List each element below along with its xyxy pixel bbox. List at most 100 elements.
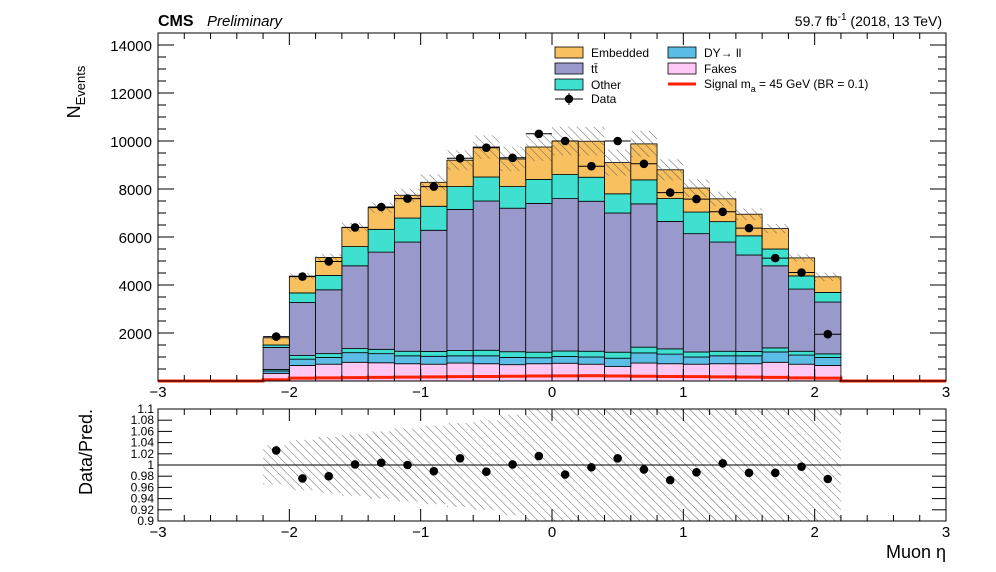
stack-bar-dy-1-10	[525, 357, 553, 365]
ratio-point-11	[560, 470, 570, 479]
data-point-10	[534, 129, 544, 139]
legend-swatch-ttbar	[554, 62, 584, 75]
ratio-point-19	[770, 468, 780, 478]
stack-bar-dy-1-21	[814, 357, 842, 366]
uncertainty-bin-14	[630, 130, 658, 157]
stack-bar-ttbar-3-4	[367, 251, 395, 350]
stack-bar-other-4-20	[788, 275, 816, 290]
stack-bar-other-4-3	[341, 246, 369, 267]
data-point-20	[797, 268, 806, 277]
ratio-point-20	[797, 462, 806, 471]
status-label: Preliminary	[207, 13, 284, 30]
stack-bar-other-2-1	[288, 355, 317, 360]
stack-bar-other-2-19	[761, 347, 789, 353]
stack-bar-dy-1-8	[472, 355, 500, 365]
ratio-point-4	[376, 458, 386, 468]
stack-bar-other-2-6	[420, 351, 448, 357]
stack-bar-dy-1-5	[393, 355, 422, 365]
stack-bar-other-2-3	[341, 348, 369, 354]
stack-bar-other-4-14	[630, 179, 658, 205]
stack-bar-other-2-16	[682, 351, 710, 358]
data-point-11	[560, 136, 570, 146]
stack-bar-fakes-0-14	[630, 362, 658, 381]
main-axes: −3 −2 −1 0 1 2 3 2000 4000 6000 8000 10000 12000 1400…	[110, 32, 950, 401]
data-point-3	[350, 223, 360, 232]
ratio-point-17	[718, 459, 728, 468]
legend-swatch-other	[554, 78, 584, 91]
experiment-label: CMS	[158, 13, 194, 30]
stack-bar-other-4-5	[393, 217, 422, 243]
main-y-tick-label-3: 8000	[119, 182, 152, 199]
legend-label-ttbar: tt̄	[591, 62, 598, 76]
stack-bar-other-2-7	[446, 350, 474, 357]
stack-bar-dy-1-19	[761, 351, 789, 363]
stack-bar-fakes-0-15	[656, 363, 684, 381]
stack-bar-dy-1-7	[446, 355, 474, 364]
uncertainty-bin-13	[604, 149, 631, 176]
stack-bar-other-4-6	[420, 205, 448, 231]
stack-bar-other-2-13	[604, 351, 632, 359]
stack-bar-ttbar-3-10	[525, 202, 553, 353]
stack-bar-other-2-4	[367, 348, 395, 355]
ratio-y-tick-label-0: 0.9	[137, 514, 154, 528]
uncertainty-bin-20	[788, 254, 815, 262]
ratio-x-tick-label-0: −3	[149, 524, 166, 541]
stack-bar-other-4-17	[709, 221, 737, 243]
stack-bar-other-4-18	[735, 235, 763, 256]
ratio-point-5	[403, 460, 412, 470]
legend-swatch-dy	[667, 46, 697, 59]
uncertainty-bin-17	[709, 191, 736, 207]
main-x-tick-label-0: −3	[149, 384, 166, 401]
stack-bar-dy-1-16	[682, 356, 710, 365]
main-x-tick-label-3: 0	[548, 384, 556, 401]
ratio-point-16	[692, 467, 701, 477]
ratio-x-tick-label-5: 2	[810, 524, 818, 541]
ratio-points-group	[271, 446, 833, 485]
ratio-y-tick-label-4: 0.98	[131, 469, 155, 483]
legend-label-dy: DY→ ll	[704, 46, 741, 60]
ratio-y-tick-label-8: 1.06	[131, 424, 155, 438]
stack-bar-other-4-4	[367, 228, 395, 253]
stack-bar-ttbar-3-3	[341, 265, 369, 349]
uncertainty-bin-15	[657, 159, 684, 181]
ratio-y-tick-label-9: 1.08	[131, 413, 155, 427]
stack-bar-other-2-2	[315, 353, 343, 358]
data-point-1	[298, 272, 307, 281]
stack-bar-ttbar-3-20	[788, 288, 816, 352]
stack-bar-other-2-10	[525, 351, 553, 359]
stack-bar-ttbar-3-6	[420, 229, 448, 352]
data-point-9	[508, 153, 517, 163]
stack-bar-other-2-18	[735, 351, 763, 357]
main-y-tick-label-2: 6000	[119, 230, 152, 247]
stack-bar-fakes-0-16	[682, 363, 710, 381]
uncertainty-bin-18	[735, 208, 763, 221]
uncertainty-bin-12	[578, 126, 605, 156]
stack-bar-dy-1-12	[577, 356, 605, 365]
data-points-group	[263, 129, 841, 341]
stack-bar-other-4-13	[604, 193, 632, 214]
data-point-2	[324, 257, 334, 266]
data-point-6	[429, 182, 439, 191]
uncertainty-bin-21	[814, 272, 841, 282]
stack-bar-other-2-17	[709, 350, 737, 357]
stack-bar-ttbar-3-0	[262, 346, 290, 370]
stack-bar-other-4-16	[682, 211, 710, 235]
data-point-5	[403, 194, 412, 203]
stack-bar-ttbar-3-14	[630, 203, 658, 348]
ratio-point-21	[823, 474, 833, 484]
main-y-axis-title: NEvents	[64, 65, 88, 118]
stack-bar-dy-1-4	[367, 353, 395, 364]
ratio-y-axis-title: Data/Pred.	[76, 409, 96, 495]
data-point-12	[587, 161, 596, 171]
stack-bar-fakes-0-13	[604, 366, 632, 381]
stack-bar-other-4-12	[577, 176, 605, 202]
stack-bar-dy-1-2	[315, 357, 343, 365]
ratio-point-9	[508, 460, 517, 469]
main-y-tick-label-1: 4000	[119, 278, 152, 295]
main-y-tick-label-0: 2000	[119, 326, 152, 343]
data-point-4	[376, 202, 386, 212]
data-point-19	[770, 253, 780, 263]
stack-bar-other-2-12	[577, 350, 605, 358]
stack-bar-ttbar-3-7	[446, 208, 474, 351]
